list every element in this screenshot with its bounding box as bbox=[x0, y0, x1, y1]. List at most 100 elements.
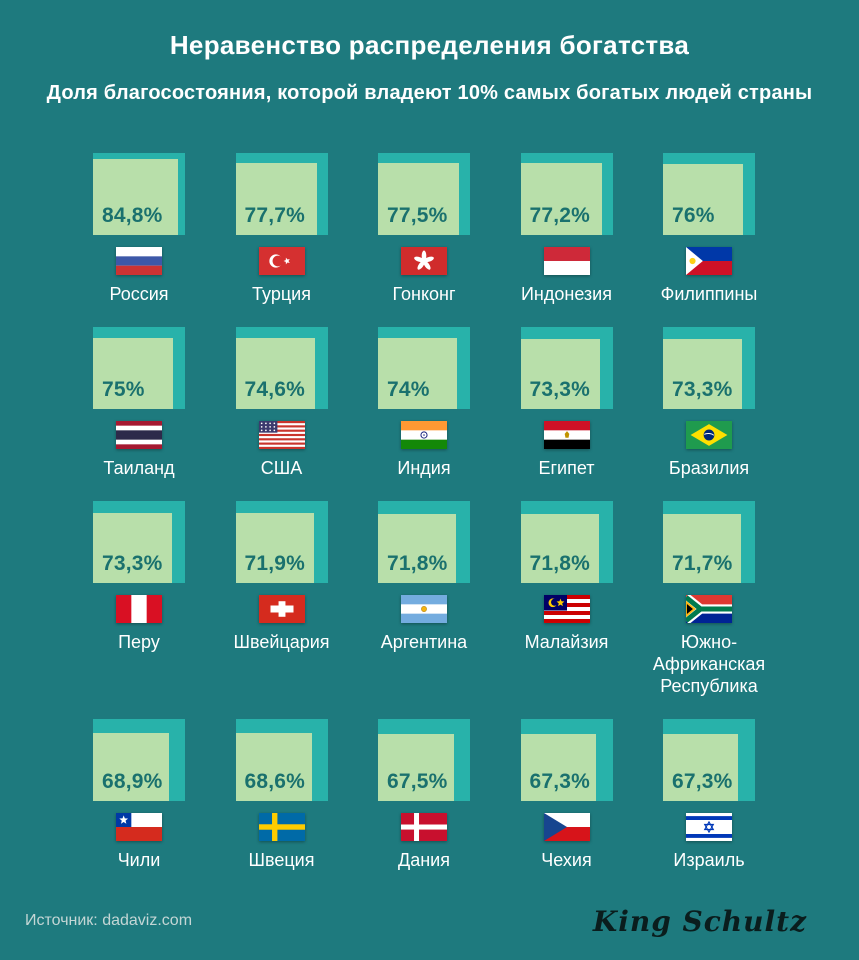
flag-philippines-icon bbox=[686, 247, 732, 275]
flag-chile-icon bbox=[116, 813, 162, 841]
country-cell: 73,3% Бразилия bbox=[663, 327, 755, 479]
flag-brazil-icon bbox=[686, 421, 732, 449]
value-square: 75% bbox=[93, 327, 185, 409]
percent-label: 77,7% bbox=[244, 204, 306, 227]
square-value-fill: 76% bbox=[663, 164, 743, 235]
country-cell: 84,8% Россия bbox=[93, 153, 185, 305]
percent-label: 76% bbox=[672, 204, 715, 227]
flag-malaysia-icon bbox=[543, 595, 590, 623]
grid-row: 68,9% Чили 68,6% Швеция 67,5% Дания 67,3% Чехия… bbox=[0, 719, 859, 871]
value-square: 71,8% bbox=[378, 501, 470, 583]
value-square: 67,3% bbox=[663, 719, 755, 801]
percent-label: 71,8% bbox=[529, 552, 591, 575]
flag-israel-icon bbox=[686, 813, 732, 841]
country-name: Россия bbox=[109, 284, 169, 304]
value-square: 76% bbox=[663, 153, 755, 235]
percent-label: 67,5% bbox=[387, 770, 448, 793]
flag-argentina-icon bbox=[401, 595, 447, 623]
flag-thailand-icon bbox=[116, 421, 162, 449]
country-cell: 71,8% Малайзия bbox=[520, 501, 613, 697]
country-name: Турция bbox=[252, 284, 311, 304]
country-cell: 71,8% Аргентина bbox=[378, 501, 470, 697]
value-square: 67,5% bbox=[378, 719, 470, 801]
value-square: 71,9% bbox=[235, 501, 328, 583]
flag-sweden-icon bbox=[258, 813, 305, 841]
country-name: Бразилия bbox=[668, 458, 750, 478]
square-value-fill: 75% bbox=[93, 338, 173, 409]
value-square: 73,3% bbox=[93, 501, 185, 583]
square-value-fill: 71,7% bbox=[663, 514, 741, 583]
value-square: 71,8% bbox=[520, 501, 613, 583]
country-name: Филиппины bbox=[660, 284, 758, 304]
value-square: 68,9% bbox=[93, 719, 185, 801]
square-value-fill: 74% bbox=[378, 338, 457, 409]
country-name: Индия bbox=[397, 458, 451, 478]
value-square: 74,6% bbox=[235, 327, 328, 409]
flag-india-icon bbox=[401, 421, 447, 449]
percent-label: 68,6% bbox=[244, 770, 306, 793]
square-value-fill: 73,3% bbox=[520, 339, 600, 409]
square-value-fill: 74,6% bbox=[235, 338, 315, 409]
country-name: Швеция bbox=[248, 850, 315, 870]
flag-turkey-icon bbox=[258, 247, 305, 275]
square-value-fill: 68,9% bbox=[93, 733, 169, 801]
header: Неравенство распределения богатства Доля… bbox=[0, 0, 859, 105]
square-value-fill: 67,3% bbox=[663, 734, 738, 801]
country-name: Южно- Африканская Республика bbox=[652, 632, 766, 696]
country-cell: 67,5% Дания bbox=[378, 719, 470, 871]
country-name: Перу bbox=[118, 632, 160, 652]
brand-logo: King Schultz bbox=[592, 905, 807, 938]
percent-label: 75% bbox=[102, 378, 145, 401]
country-cell: 75% Таиланд bbox=[93, 327, 185, 479]
flag-peru-icon bbox=[116, 595, 162, 623]
country-name: США bbox=[260, 458, 303, 478]
value-square: 71,7% bbox=[663, 501, 755, 583]
country-cell: 77,5% Гонконг bbox=[378, 153, 470, 305]
value-square: 67,3% bbox=[520, 719, 613, 801]
value-square: 84,8% bbox=[93, 153, 185, 235]
square-value-fill: 73,3% bbox=[663, 339, 742, 409]
country-name: Чили bbox=[117, 850, 161, 870]
square-value-fill: 73,3% bbox=[93, 513, 172, 583]
country-name: Аргентина bbox=[380, 632, 468, 652]
flag-usa-icon bbox=[258, 421, 305, 449]
percent-label: 71,7% bbox=[672, 552, 733, 575]
percent-label: 73,3% bbox=[102, 552, 163, 575]
square-value-fill: 67,3% bbox=[520, 734, 596, 801]
value-square: 74% bbox=[378, 327, 470, 409]
flag-indonesia-icon bbox=[543, 247, 590, 275]
country-cell: 74% Индия bbox=[378, 327, 470, 479]
square-value-fill: 67,5% bbox=[378, 734, 454, 801]
country-cell: 77,2% Индонезия bbox=[520, 153, 613, 305]
flag-hong-kong-icon bbox=[401, 247, 447, 275]
flag-switzerland-icon bbox=[258, 595, 305, 623]
country-cell: 67,3% Чехия bbox=[520, 719, 613, 871]
square-value-fill: 68,6% bbox=[235, 733, 312, 801]
grid-row: 73,3% Перу 71,9% Швейцария 71,8% Аргентина 71,… bbox=[0, 501, 859, 697]
value-square: 73,3% bbox=[520, 327, 613, 409]
square-value-fill: 71,8% bbox=[520, 514, 599, 583]
percent-label: 68,9% bbox=[102, 770, 163, 793]
flag-egypt-icon bbox=[543, 421, 590, 449]
country-grid: 84,8% Россия 77,7% Турция 77,5% Гонконг 77,2% И… bbox=[0, 153, 859, 871]
source-credit: Источник: dadaviz.com bbox=[25, 912, 193, 929]
page-title: Неравенство распределения богатства bbox=[169, 30, 690, 60]
country-cell: 73,3% Перу bbox=[93, 501, 185, 697]
country-name: Гонконг bbox=[392, 284, 456, 304]
percent-label: 73,3% bbox=[529, 378, 591, 401]
country-name: Швейцария bbox=[233, 632, 330, 652]
square-value-fill: 77,2% bbox=[520, 163, 602, 235]
grid-row: 84,8% Россия 77,7% Турция 77,5% Гонконг 77,2% И… bbox=[0, 153, 859, 305]
country-cell: 74,6% США bbox=[235, 327, 328, 479]
country-name: Индонезия bbox=[520, 284, 612, 304]
percent-label: 67,3% bbox=[529, 770, 591, 793]
country-name: Израиль bbox=[673, 850, 745, 870]
country-name: Дания bbox=[398, 850, 450, 870]
value-square: 77,2% bbox=[520, 153, 613, 235]
value-square: 77,5% bbox=[378, 153, 470, 235]
country-cell: 73,3% Египет bbox=[520, 327, 613, 479]
country-name: Малайзия bbox=[524, 632, 609, 652]
percent-label: 74% bbox=[387, 378, 430, 401]
country-name: Чехия bbox=[541, 850, 592, 870]
value-square: 73,3% bbox=[663, 327, 755, 409]
